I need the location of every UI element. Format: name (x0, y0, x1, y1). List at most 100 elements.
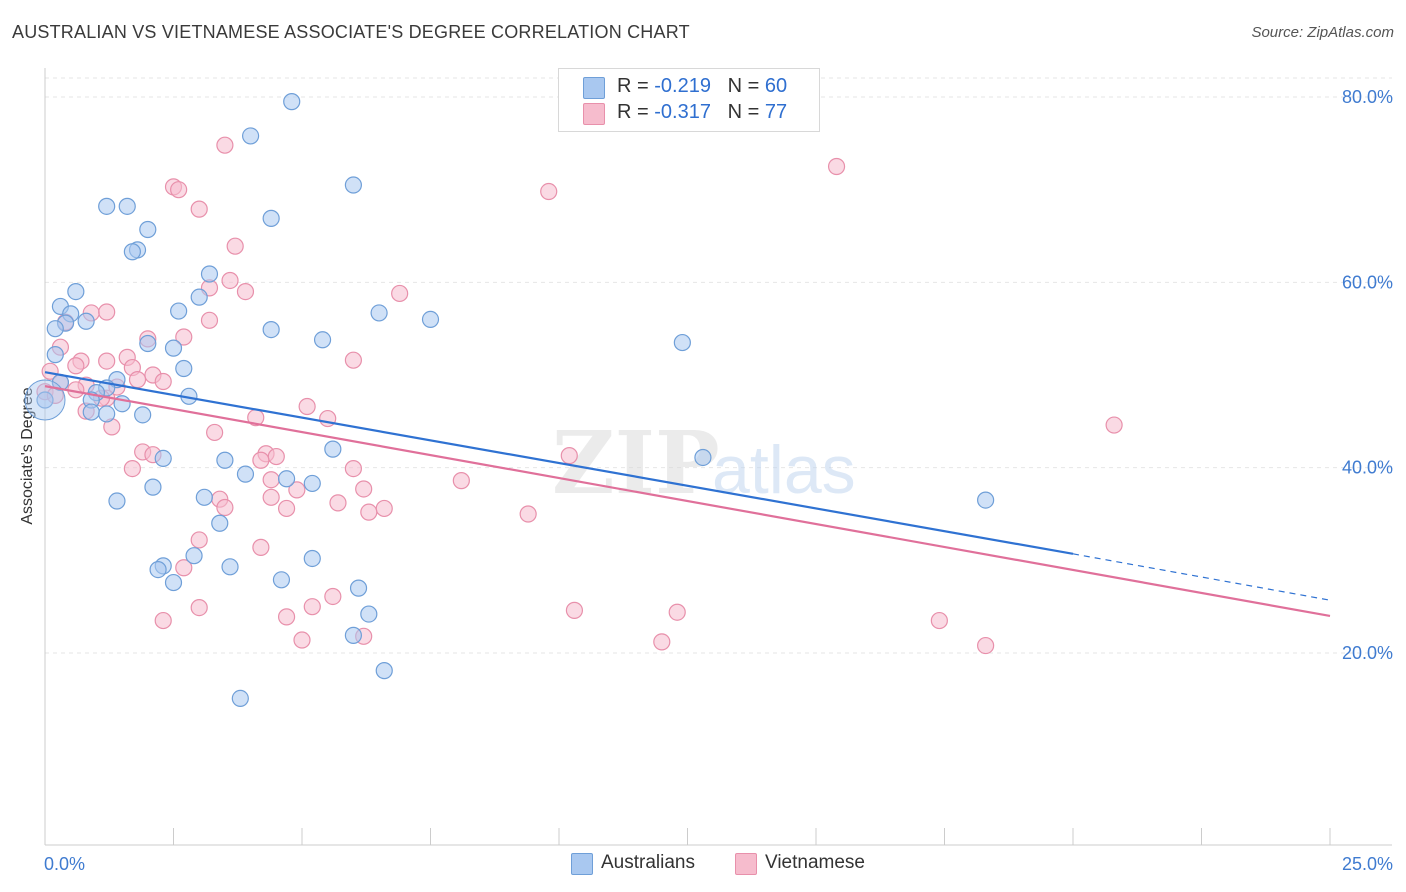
vietnamese-point (540, 182, 558, 201)
vietnamese-point (236, 283, 255, 301)
australians-point (139, 220, 157, 239)
vietnamese-point (154, 372, 172, 391)
australians-point (175, 359, 193, 378)
vietnamese-point (519, 505, 537, 523)
legend-n-label: N = (727, 101, 765, 123)
australians-points (24, 93, 995, 708)
australians-point (134, 406, 152, 424)
australians-point (242, 127, 260, 145)
x-tick-labels: 0.0% 25.0% (44, 854, 1393, 874)
legend-label-australians: Australians (601, 852, 695, 873)
vietnamese-point (216, 498, 234, 517)
australians-point (262, 320, 280, 339)
vietnamese-point (98, 303, 116, 321)
australians-point (98, 405, 116, 423)
legend-n-value: 60 (764, 75, 788, 97)
vietnamese-point (190, 200, 208, 218)
australians-point (313, 331, 332, 349)
watermark: ZIP atlas (552, 413, 856, 514)
australians-point (190, 288, 208, 306)
y-tick-label: 60.0% (1342, 272, 1393, 292)
vietnamese-point (262, 471, 280, 489)
trend-lines (44, 371, 1331, 618)
vietnamese-point (262, 488, 280, 506)
australians-point (262, 209, 280, 227)
australians-point (67, 283, 85, 301)
vietnamese-point (206, 423, 224, 442)
vietnamese-point (452, 472, 470, 490)
vietnamese-point (293, 631, 311, 649)
australians-point (673, 333, 691, 352)
legend-r-value: -0.219 (654, 75, 711, 97)
vietnamese-point (98, 352, 116, 370)
watermark-atlas: atlas (712, 432, 856, 508)
vietnamese-point (344, 351, 362, 369)
australians-point (195, 488, 213, 506)
series-legend: Australians Vietnamese (0, 852, 1406, 878)
vietnamese-point (827, 157, 846, 176)
vietnamese-point (1105, 416, 1123, 434)
australians-point (118, 197, 136, 215)
australians-point (154, 449, 172, 467)
australians-point (277, 470, 296, 488)
australians-point (123, 243, 141, 261)
vietnamese-point (344, 459, 362, 478)
australians-point (211, 514, 229, 532)
australians-point (139, 334, 157, 353)
vietnamese-point (277, 499, 296, 518)
australians-point (164, 339, 183, 357)
vietnamese-point (391, 284, 409, 303)
vietnamese-point (170, 181, 188, 199)
correlation-legend: R = -0.219 N = 60 R = -0.317 N = 77 (558, 68, 820, 132)
legend-r-label: R = (617, 101, 655, 123)
x-tick-label: 0.0% (44, 854, 85, 874)
australians-point (360, 605, 378, 623)
australians-point (231, 689, 249, 708)
australians-point (77, 312, 95, 330)
australians-point (303, 549, 321, 568)
legend-swatch-pink (583, 103, 605, 125)
vietnamese-point (41, 362, 59, 380)
vietnamese-point (190, 598, 208, 617)
legend-n-value: 77 (764, 101, 788, 123)
vietnamese-point (128, 371, 147, 389)
australians-point (149, 560, 167, 579)
australians-point (200, 265, 219, 283)
source-label: Source: ZipAtlas.com (1251, 24, 1394, 41)
vietnamese-trend-line (44, 385, 1331, 618)
australians-point (36, 391, 54, 409)
australians-point (216, 451, 234, 469)
vietnamese-point (123, 459, 141, 478)
chart-title: AUSTRALIAN VS VIETNAMESE ASSOCIATE'S DEG… (12, 22, 690, 42)
vietnamese-point (303, 598, 321, 616)
australians-point (221, 558, 239, 576)
australians-point (421, 310, 440, 328)
australians-point (24, 379, 66, 421)
legend-n-label: N = (727, 75, 765, 97)
australians-point (46, 346, 64, 364)
y-tick-labels: 20.0% 40.0% 60.0% 80.0% (1342, 87, 1393, 663)
axes (44, 68, 1392, 846)
vietnamese-point (560, 447, 578, 465)
australians-point (324, 440, 342, 458)
australians-point (98, 197, 116, 215)
australians-point (375, 662, 393, 680)
legend-r-label: R = (617, 75, 655, 97)
vietnamese-point (277, 608, 296, 626)
australians-point (344, 626, 362, 644)
vietnamese-point (221, 271, 239, 290)
vietnamese-point (154, 611, 172, 630)
y-tick-label: 80.0% (1342, 87, 1393, 107)
y-tick-label: 40.0% (1342, 458, 1393, 478)
watermark-zip: ZIP (552, 413, 720, 514)
legend-swatch-blue (571, 853, 593, 875)
australians-point (82, 403, 100, 421)
australians-point (370, 304, 388, 322)
vietnamese-point (653, 633, 671, 651)
vietnamese-point (267, 447, 285, 466)
vietnamese-point (375, 499, 393, 518)
legend-swatch-pink (735, 853, 757, 875)
vietnamese-point (190, 531, 208, 549)
vietnamese-point (200, 311, 219, 329)
